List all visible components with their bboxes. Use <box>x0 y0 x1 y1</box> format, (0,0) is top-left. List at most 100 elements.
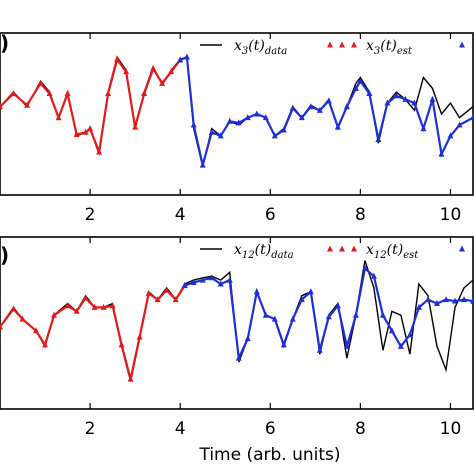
est-point-test <box>334 302 341 309</box>
est-point-train <box>145 289 152 296</box>
est-point-test <box>289 315 296 322</box>
est-point-test <box>325 97 332 104</box>
est-point-test <box>370 272 377 279</box>
series-est-train <box>0 282 188 382</box>
est-point-train <box>127 375 134 382</box>
est-point-test <box>375 136 382 143</box>
legend-label-est: x3(t)est <box>366 38 413 57</box>
est-point-train <box>105 90 112 97</box>
est-point-train <box>64 302 71 309</box>
legend-top: x3(t)data x3(t)est <box>200 38 465 57</box>
x-tick-label: 6 <box>265 205 276 225</box>
est-point-test <box>393 92 400 99</box>
x-tick-label: 4 <box>175 419 186 439</box>
est-point-train <box>82 128 89 135</box>
x-axis-title: Time (arb. units) <box>198 445 340 465</box>
est-point-test <box>298 114 305 121</box>
legend-swatch-est-test <box>459 245 465 252</box>
est-point-test <box>190 121 197 128</box>
est-point-test <box>244 114 251 121</box>
est-point-test <box>235 119 242 126</box>
est-point-train <box>64 90 71 97</box>
x-tick-label: 10 <box>440 205 462 225</box>
est-point-test <box>253 288 260 295</box>
est-line <box>179 55 474 166</box>
est-point-test <box>379 311 386 318</box>
series-est-train <box>0 55 184 157</box>
legend-swatch-est <box>351 245 357 252</box>
panel-label-bottom: ) <box>0 243 9 267</box>
x-tick-label: 6 <box>265 419 276 439</box>
est-point-train <box>55 114 62 121</box>
est-point-test <box>456 121 463 128</box>
est-point-test <box>352 311 359 318</box>
est-point-train <box>42 341 49 348</box>
est-point-train <box>132 123 139 130</box>
est-point-test <box>451 297 458 304</box>
est-point-train <box>46 90 53 97</box>
est-point-test <box>424 296 431 303</box>
x-tick-label: 4 <box>175 205 186 225</box>
est-point-test <box>226 117 233 124</box>
x-tick-label: 8 <box>355 419 366 439</box>
est-point-test <box>208 128 215 135</box>
est-point-test <box>307 288 314 295</box>
est-point-train <box>118 341 125 348</box>
est-point-test <box>388 327 395 334</box>
x-tick-label: 8 <box>355 205 366 225</box>
series-data <box>0 260 474 382</box>
est-point-test <box>366 90 373 97</box>
est-point-test <box>217 132 224 139</box>
est-point-train <box>24 101 31 108</box>
est-point-test <box>433 300 440 306</box>
est-point-train <box>91 303 98 310</box>
est-point-test <box>183 53 190 60</box>
est-point-test <box>325 313 332 320</box>
est-point-test <box>253 110 260 117</box>
est-point-test <box>343 342 350 349</box>
est-point-train <box>163 286 170 293</box>
est-point-test <box>460 296 467 303</box>
est-point-test <box>357 77 364 84</box>
est-point-test <box>307 103 314 110</box>
legend-swatch-est <box>339 245 345 252</box>
est-point-train <box>150 65 157 72</box>
legend-label-data: x12(t)data <box>234 242 294 261</box>
est-point-train <box>19 315 26 322</box>
panel-label-top: ) <box>0 31 9 55</box>
est-point-train <box>123 68 130 75</box>
est-point-train <box>73 130 80 137</box>
est-point-test <box>316 346 323 353</box>
est-point-test <box>280 126 287 133</box>
est-point-train <box>96 148 103 155</box>
legend-swatch-est <box>327 41 333 48</box>
legend-label-data: x3(t)data <box>234 38 287 57</box>
x-tick-label: 2 <box>85 419 96 439</box>
est-point-test <box>442 296 449 303</box>
est-point-test <box>217 280 224 287</box>
est-point-train <box>154 296 161 303</box>
est-point-train <box>136 333 143 340</box>
est-point-test <box>343 103 350 110</box>
est-point-train <box>51 311 58 318</box>
est-point-test <box>271 132 278 139</box>
est-point-test <box>262 114 269 121</box>
est-point-test <box>298 296 305 303</box>
est-point-test <box>262 311 269 318</box>
est-point-test <box>384 99 391 106</box>
x-tick-label: 10 <box>440 419 462 439</box>
est-point-train <box>37 79 44 86</box>
est-point-test <box>429 95 436 102</box>
est-point-train <box>114 55 121 62</box>
est-point-train <box>159 79 166 86</box>
est-point-train <box>100 303 107 310</box>
est-point-train <box>33 327 40 334</box>
est-point-test <box>199 276 206 283</box>
est-point-train <box>87 125 94 132</box>
est-point-test <box>199 161 206 168</box>
est-point-test <box>470 297 474 304</box>
est-point-test <box>447 132 454 139</box>
series-top <box>0 53 474 168</box>
series-bottom <box>0 260 474 382</box>
